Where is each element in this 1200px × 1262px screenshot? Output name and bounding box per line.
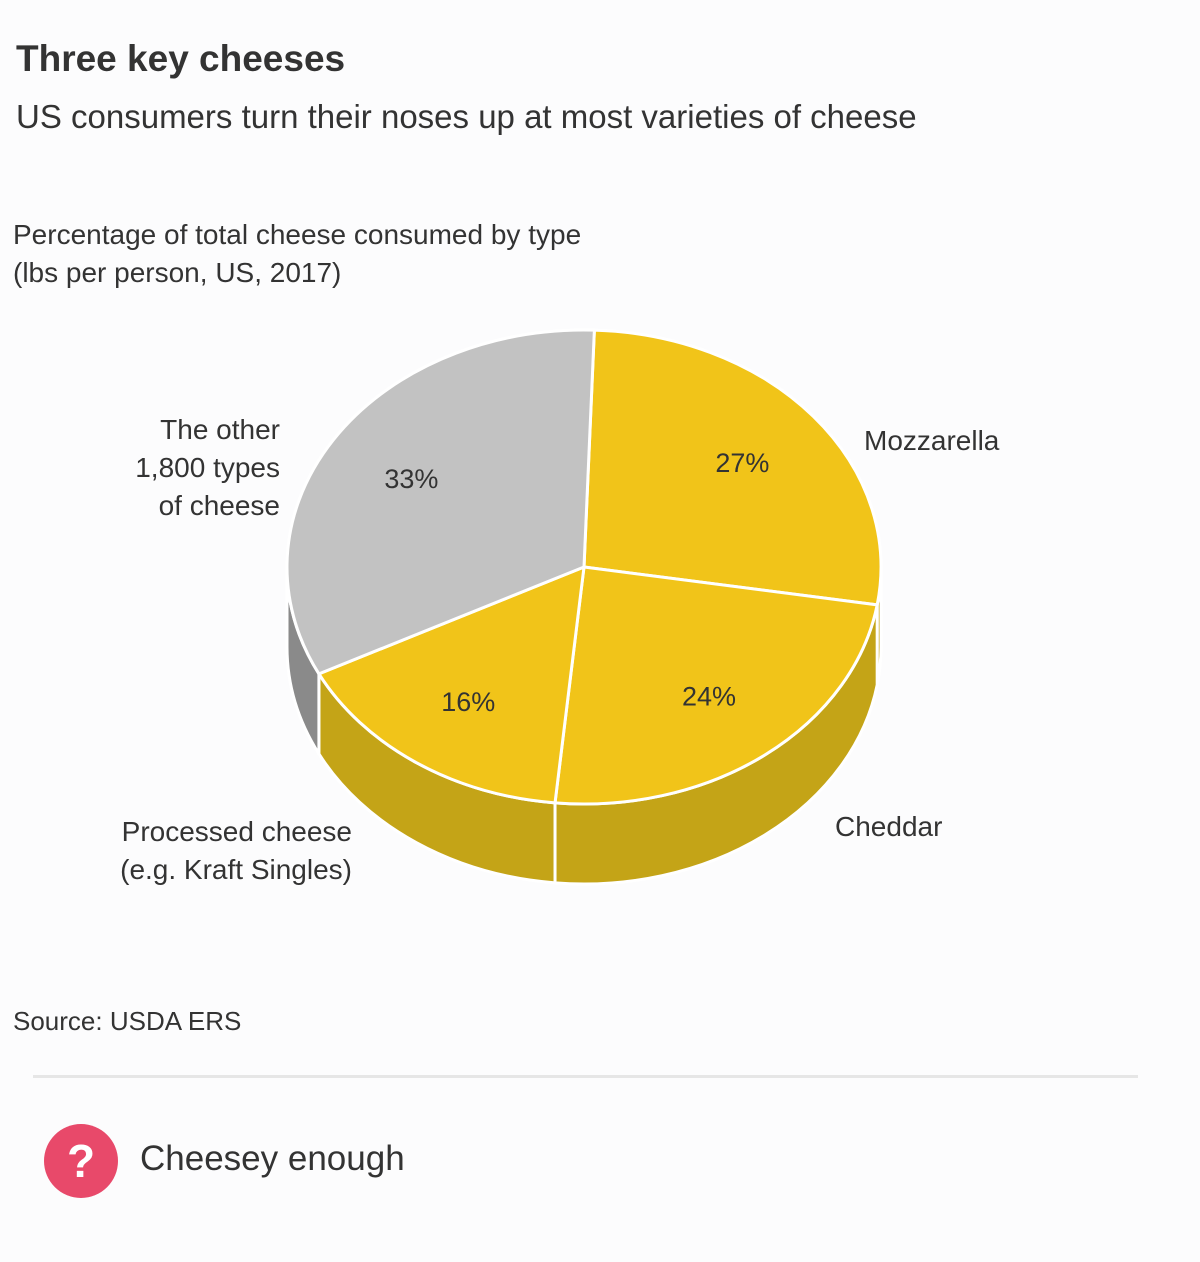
pie-value-cheddar: 24% [682, 682, 736, 712]
slice-label-other-line-1: The other [160, 414, 280, 445]
slice-label-cheddar: Cheddar [835, 808, 942, 846]
pie-chart: 27% 24% 16% 33% [285, 328, 883, 886]
pie-value-processed: 16% [441, 687, 495, 717]
pie-slice-other [285, 328, 596, 676]
source-note: Source: USDA ERS [13, 1006, 242, 1036]
pie-value-other: 33% [384, 464, 438, 494]
pie-slice-mozzarella [582, 328, 883, 607]
chart-description-line-2: (lbs per person, US, 2017) [13, 257, 342, 288]
slice-label-processed: Processed cheese (e.g. Kraft Singles) [60, 813, 352, 889]
slice-label-mozzarella: Mozzarella [864, 422, 999, 460]
slice-label-other-line-2: 1,800 types [135, 452, 280, 483]
slice-label-other-line-3: of cheese [158, 490, 280, 521]
chart-subtitle: US consumers turn their noses up at most… [16, 98, 917, 135]
slice-label-mozzarella-line-1: Mozzarella [864, 425, 1000, 456]
question-mark-icon: ? [44, 1124, 118, 1198]
slice-label-processed-line-2: (e.g. Kraft Singles) [120, 854, 352, 885]
slice-label-processed-line-1: Processed cheese [121, 816, 352, 847]
slice-label-cheddar-line-1: Cheddar [835, 811, 943, 842]
footer-text: Cheesey enough [140, 1139, 405, 1178]
divider [33, 1075, 1138, 1078]
pie-value-mozzarella: 27% [715, 448, 769, 478]
slice-label-other: The other 1,800 types of cheese [60, 411, 280, 525]
pie-slice-processed [317, 565, 586, 805]
chart-title: Three key cheeses [16, 38, 346, 79]
chart-description-line-1: Percentage of total cheese consumed by t… [13, 219, 582, 250]
chart-description: Percentage of total cheese consumed by t… [13, 216, 581, 292]
pie-slice-cheddar [553, 565, 879, 806]
